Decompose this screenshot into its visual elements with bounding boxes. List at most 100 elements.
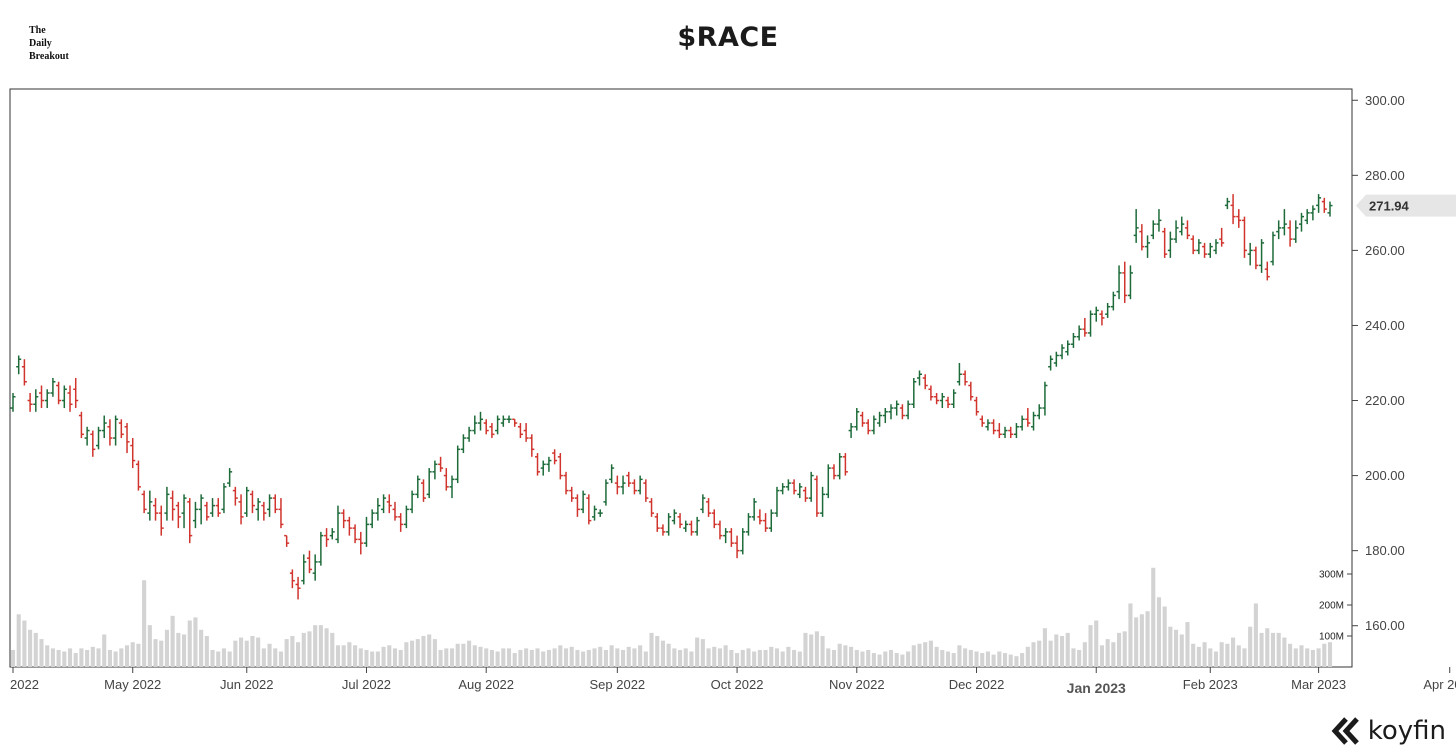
volume-bar	[375, 651, 380, 667]
volume-bar	[666, 643, 671, 667]
volume-bar	[73, 653, 78, 667]
volume-bar	[1025, 646, 1030, 667]
volume-bar	[353, 645, 358, 667]
ohlc-bar	[1173, 220, 1179, 243]
volume-bar	[142, 580, 147, 667]
volume-bar	[957, 645, 962, 667]
ohlc-bar	[1167, 231, 1173, 258]
ohlc-bar	[928, 385, 934, 401]
ohlc-bar	[882, 408, 888, 424]
volume-bar	[136, 643, 141, 667]
ohlc-bar	[1179, 216, 1185, 236]
volume-tick-label: 100M	[1319, 632, 1344, 643]
ohlc-bar	[170, 490, 176, 521]
ohlc-bar	[609, 464, 615, 484]
ohlc-bar	[153, 498, 159, 521]
ohlc-bar	[289, 569, 295, 589]
volume-bar	[792, 649, 797, 667]
volume-bar	[1048, 640, 1053, 667]
ohlc-bar	[842, 453, 848, 476]
ohlc-bar	[363, 516, 369, 547]
volume-bar	[871, 653, 876, 667]
volume-bar	[1231, 637, 1236, 667]
volume-bar	[769, 646, 774, 667]
ohlc-bar	[1219, 227, 1225, 247]
volume-bar	[1020, 653, 1025, 667]
volume-bar	[506, 648, 512, 667]
ohlc-bar	[341, 509, 347, 529]
ohlc-bar	[398, 513, 404, 532]
price-tick-label: 260.00	[1365, 243, 1405, 258]
volume-bar	[1282, 637, 1287, 667]
ohlc-bar	[500, 415, 506, 427]
volume-bar	[1002, 653, 1008, 667]
ohlc-bar	[295, 576, 301, 600]
ohlc-bar	[671, 509, 677, 525]
last-price-label: 271.94	[1369, 199, 1410, 214]
volume-bar	[1111, 642, 1116, 667]
volume-bar	[541, 651, 546, 667]
ohlc-bar	[1139, 224, 1145, 251]
ohlc-bar	[905, 400, 911, 420]
volume-bar	[250, 636, 255, 667]
ohlc-bar	[403, 505, 409, 529]
volume-bar	[318, 625, 323, 667]
ohlc-bar	[586, 494, 592, 525]
volume-bar	[860, 651, 865, 667]
plot-frame	[9, 88, 1353, 668]
ohlc-bar	[1287, 220, 1293, 247]
ohlc-bar	[1230, 194, 1236, 225]
volume-bar	[529, 649, 534, 667]
ohlc-bar	[569, 486, 575, 502]
volume-bar	[689, 651, 694, 667]
volume-bar	[176, 632, 181, 667]
time-tick-label: Jun 2022	[220, 677, 274, 692]
ohlc-bar	[141, 490, 147, 514]
volume-bar	[1219, 642, 1224, 667]
koyfin-wordmark: koyfin	[1367, 716, 1446, 746]
volume-layer	[10, 567, 1333, 667]
ohlc-bar	[1093, 306, 1099, 322]
ohlc-bar	[899, 404, 905, 420]
ohlc-bar	[443, 468, 449, 491]
time-tick-label: 2022	[10, 677, 39, 692]
ohlc-bar	[1156, 209, 1162, 232]
volume-bar	[96, 648, 101, 667]
volume-bar	[849, 646, 854, 667]
volume-bar	[404, 642, 409, 667]
ohlc-bar	[1281, 209, 1287, 236]
time-tick-label: May 2022	[104, 677, 161, 692]
time-tick-label: Mar 2023	[1291, 677, 1346, 692]
volume-bar	[187, 620, 192, 667]
volume-bar	[1128, 603, 1133, 667]
volume-bar	[831, 649, 837, 667]
volume-bar	[1099, 645, 1104, 667]
volume-bar	[757, 649, 762, 667]
ohlc-bar	[745, 513, 751, 536]
price-tick-label: 280.00	[1365, 168, 1405, 183]
volume-bar	[233, 640, 238, 667]
ohlc-bar	[1247, 242, 1253, 266]
ohlc-bar	[1065, 340, 1071, 356]
volume-bar	[261, 648, 266, 667]
ohlc-bar	[854, 408, 860, 431]
volume-bar	[107, 649, 112, 667]
ohlc-bar	[272, 494, 278, 514]
chart-title: $RACE	[677, 22, 779, 53]
volume-bar	[1310, 649, 1315, 667]
volume-bar	[1168, 626, 1173, 667]
volume-bar	[883, 651, 888, 667]
ohlc-bar	[523, 423, 529, 442]
volume-bar	[945, 651, 951, 667]
ohlc-bar	[438, 456, 444, 472]
volume-bar	[1253, 603, 1258, 667]
ohlc-bar	[204, 501, 210, 521]
price-axis: 160.00 180.00 200.00 220.00 240.00 260.00 280.…	[1352, 93, 1405, 633]
volume-bar	[335, 645, 341, 667]
volume-bar	[1322, 643, 1327, 667]
volume-bar	[974, 651, 979, 667]
ohlc-bar	[135, 460, 141, 491]
volume-bar	[1071, 648, 1076, 667]
time-tick-label: Dec 2022	[949, 677, 1005, 692]
